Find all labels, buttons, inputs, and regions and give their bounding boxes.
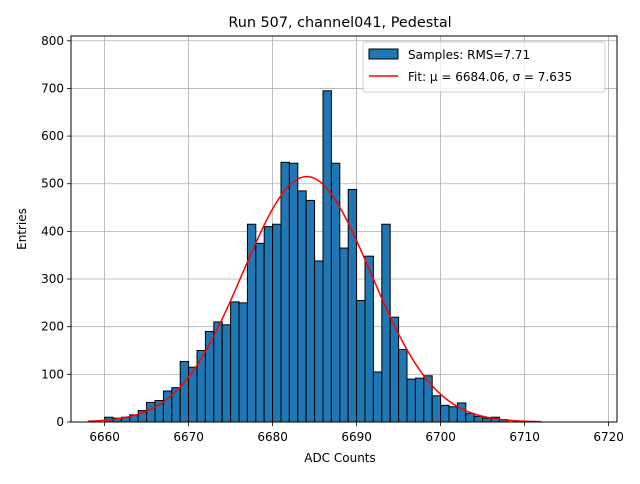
histogram-bar: [456, 402, 467, 423]
y-tick-label: 100: [41, 367, 64, 381]
axes: [70, 35, 618, 423]
y-tick-label: 0: [56, 415, 64, 429]
histogram-bar: [305, 199, 316, 423]
y-tick-label: 800: [41, 34, 64, 48]
histogram-bar: [339, 247, 349, 423]
histogram-bar: [171, 387, 181, 423]
histogram-bar: [372, 371, 383, 423]
histogram-bar: [330, 162, 341, 423]
histogram-bar: [414, 377, 425, 423]
legend: Samples: RMS=7.71 Fit: μ = 6684.06, σ = …: [362, 41, 606, 93]
histogram-bar: [146, 401, 156, 423]
histogram-bar: [280, 161, 290, 423]
histogram-bar: [482, 417, 492, 423]
histogram-bar: [398, 349, 408, 423]
chart-title: Run 507, channel041, Pedestal: [228, 15, 451, 31]
legend-samples-swatch: [368, 48, 399, 60]
histogram-bar: [263, 226, 274, 423]
histogram-bar: [406, 378, 416, 423]
histogram-bar: [255, 242, 265, 423]
fit-curve-group: [87, 175, 542, 423]
histogram-bar: [440, 404, 450, 423]
histogram-bar: [314, 260, 324, 423]
histogram-bar: [431, 395, 442, 423]
histogram-bar: [288, 162, 299, 423]
legend-frame: [362, 41, 606, 93]
histogram-bar: [364, 255, 374, 423]
histogram-bar: [213, 321, 223, 423]
histogram-bar: [423, 375, 433, 423]
histogram-bar: [356, 299, 366, 423]
x-axis-label: ADC Counts: [304, 451, 376, 465]
histogram-bar: [196, 350, 206, 423]
histogram-bar: [322, 90, 332, 423]
y-tick-label: 700: [41, 81, 64, 95]
x-tick-label: 6670: [173, 430, 204, 444]
histogram-bar: [230, 301, 240, 423]
y-axis-label: Entries: [15, 208, 29, 250]
y-tick-label: 500: [41, 177, 64, 191]
legend-fit-label: Fit: μ = 6684.06, σ = 7.635: [408, 70, 572, 84]
histogram-bar: [381, 223, 391, 423]
y-tick-label: 400: [41, 224, 64, 238]
x-tick-label: 6690: [341, 430, 372, 444]
histogram-bar: [465, 412, 475, 423]
histogram-bar: [179, 360, 190, 423]
x-tick-label: 6700: [425, 430, 456, 444]
histogram-bar: [297, 190, 307, 423]
x-tick-label: 6680: [257, 430, 288, 444]
plot-frame: [70, 35, 618, 423]
y-tick-label: 200: [41, 320, 64, 334]
grid: [71, 36, 617, 423]
histogram-bar: [238, 302, 248, 423]
histogram-bar: [473, 415, 484, 423]
fit-curve: [87, 175, 542, 423]
y-tick-label: 300: [41, 272, 64, 286]
histogram-bar: [272, 223, 282, 423]
ticks: 6660 6670 6680 6690 6700 6710 6720 0 100 200 300 40…: [41, 34, 624, 444]
legend-samples-label: Samples: RMS=7.71: [408, 48, 530, 62]
x-tick-label: 6710: [509, 430, 540, 444]
histogram-bar: [448, 406, 458, 423]
y-tick-label: 600: [41, 129, 64, 143]
x-tick-label: 6660: [89, 430, 120, 444]
histogram-bar: [221, 324, 232, 423]
x-tick-label: 6720: [593, 430, 624, 444]
histogram-bars: [104, 90, 509, 423]
